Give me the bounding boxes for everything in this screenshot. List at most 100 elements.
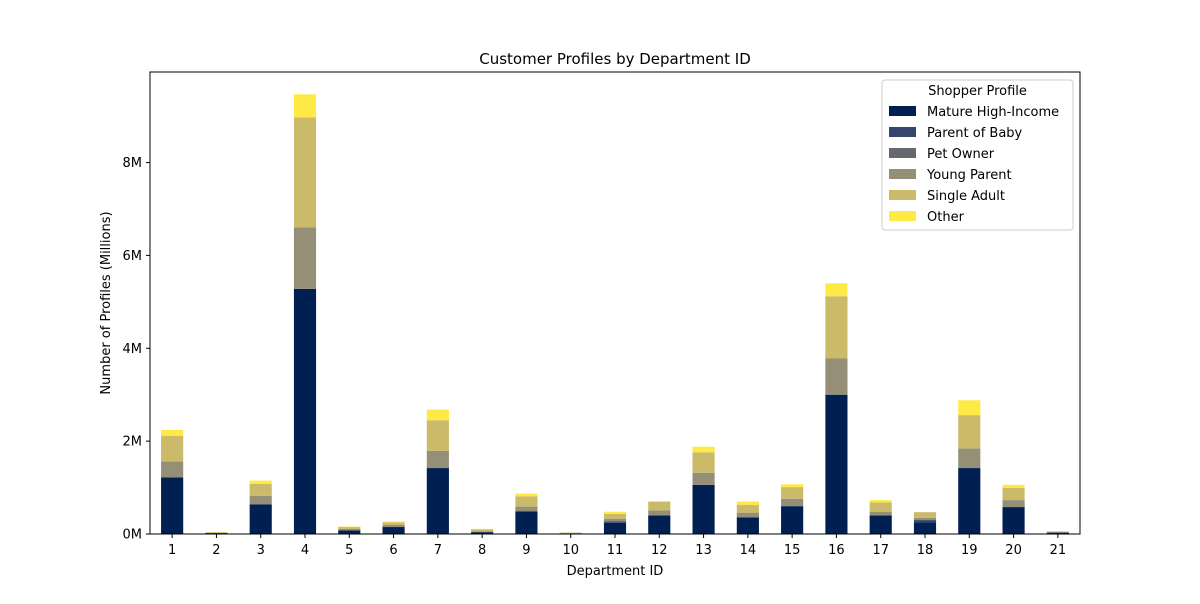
bar-segment-dept-2-series-4 — [205, 532, 227, 533]
bar-segment-dept-7-series-5 — [427, 410, 449, 421]
legend-swatch — [889, 169, 916, 179]
bar-segment-dept-1-series-0 — [161, 477, 183, 534]
bar-segment-dept-8-series-3 — [471, 531, 493, 532]
x-tick-label: 12 — [651, 543, 668, 558]
x-tick-label: 11 — [607, 543, 624, 558]
bar-segment-dept-17-series-3 — [870, 512, 892, 516]
x-tick-label: 16 — [828, 543, 845, 558]
bar-segment-dept-16-series-5 — [825, 283, 847, 296]
legend-swatch — [889, 148, 916, 158]
bar-segment-dept-16-series-4 — [825, 296, 847, 358]
bar-segment-dept-11-series-4 — [604, 514, 626, 519]
x-axis-label: Department ID — [567, 564, 664, 579]
bar-segment-dept-12-series-4 — [648, 502, 670, 510]
bar-segment-dept-1-series-5 — [161, 430, 183, 436]
bar-segment-dept-6-series-5 — [383, 521, 405, 522]
bar-segment-dept-17-series-5 — [870, 500, 892, 502]
bar-segment-dept-9-series-4 — [515, 496, 537, 506]
bar-segment-dept-19-series-0 — [958, 468, 980, 534]
bar-segment-dept-12-series-0 — [648, 515, 670, 534]
legend-label: Mature High-Income — [927, 105, 1059, 120]
bar-segment-dept-18-series-4 — [914, 512, 936, 518]
x-tick-label: 18 — [917, 543, 934, 558]
legend-label: Pet Owner — [927, 147, 995, 162]
bar-segment-dept-3-series-0 — [250, 504, 272, 534]
bar-segment-dept-8-series-4 — [471, 529, 493, 531]
legend-swatch — [889, 106, 916, 116]
bar-segment-dept-19-series-5 — [958, 400, 980, 415]
bar-segment-dept-17-series-4 — [870, 502, 892, 511]
bar-segment-dept-5-series-3 — [338, 529, 360, 530]
bar-segment-dept-14-series-5 — [737, 502, 759, 505]
x-tick-label: 15 — [784, 543, 801, 558]
bar-segment-dept-1-series-3 — [161, 462, 183, 478]
bar-segment-dept-6-series-4 — [383, 522, 405, 524]
bar-segment-dept-14-series-0 — [737, 517, 759, 534]
bar-segment-dept-3-series-3 — [250, 496, 272, 504]
x-tick-label: 4 — [301, 543, 309, 558]
x-tick-label: 3 — [257, 543, 265, 558]
bar-segment-dept-3-series-4 — [250, 484, 272, 496]
bar-segment-dept-13-series-5 — [693, 447, 715, 453]
bar-segment-dept-15-series-5 — [781, 484, 803, 487]
bar-segment-dept-9-series-0 — [515, 511, 537, 534]
x-tick-label: 14 — [740, 543, 757, 558]
bar-segment-dept-3-series-5 — [250, 481, 272, 484]
y-tick-label: 6M — [123, 249, 143, 264]
x-tick-label: 13 — [695, 543, 712, 558]
legend-label: Single Adult — [927, 189, 1005, 204]
bar-segment-dept-20-series-5 — [1003, 485, 1025, 488]
bar-segment-dept-18-series-0 — [914, 522, 936, 534]
legend-label: Parent of Baby — [927, 126, 1023, 141]
bar-segment-dept-9-series-5 — [515, 494, 537, 497]
y-tick-label: 4M — [123, 342, 143, 357]
bar-segment-dept-4-series-3 — [294, 228, 316, 289]
x-tick-label: 21 — [1050, 543, 1067, 558]
x-tick-label: 10 — [562, 543, 579, 558]
bar-segment-dept-14-series-3 — [737, 513, 759, 518]
legend-label: Young Parent — [926, 168, 1012, 183]
bar-segment-dept-5-series-4 — [338, 527, 360, 529]
bar-segment-dept-21-series-4 — [1047, 531, 1069, 532]
bar-segment-dept-20-series-0 — [1003, 507, 1025, 534]
bar-segment-dept-9-series-3 — [515, 507, 537, 512]
bar-segment-dept-5-series-0 — [338, 530, 360, 534]
x-tick-label: 7 — [434, 543, 442, 558]
bar-segment-dept-12-series-5 — [648, 501, 670, 502]
legend-swatch — [889, 211, 916, 221]
x-tick-label: 9 — [522, 543, 530, 558]
bar-segment-dept-7-series-4 — [427, 420, 449, 451]
bar-segment-dept-11-series-5 — [604, 512, 626, 514]
bar-segment-dept-18-series-3 — [914, 518, 936, 520]
bar-segment-dept-15-series-4 — [781, 487, 803, 499]
bar-segment-dept-14-series-4 — [737, 505, 759, 513]
bar-segment-dept-6-series-3 — [383, 525, 405, 527]
bar-segment-dept-4-series-5 — [294, 94, 316, 117]
x-tick-label: 19 — [961, 543, 978, 558]
bar-segment-dept-19-series-3 — [958, 449, 980, 469]
x-tick-label: 20 — [1005, 543, 1022, 558]
y-tick-label: 2M — [123, 435, 143, 450]
x-tick-label: 2 — [212, 543, 220, 558]
legend-swatch — [889, 190, 916, 200]
bar-segment-dept-20-series-3 — [1003, 500, 1025, 507]
x-tick-label: 17 — [872, 543, 889, 558]
bar-segment-dept-15-series-3 — [781, 499, 803, 506]
x-tick-label: 8 — [478, 543, 486, 558]
legend-label: Other — [927, 210, 965, 225]
bar-segment-dept-13-series-3 — [693, 473, 715, 485]
bar-segment-dept-12-series-3 — [648, 510, 670, 515]
bar-segment-dept-7-series-0 — [427, 468, 449, 534]
bar-segment-dept-16-series-3 — [825, 358, 847, 394]
legend-swatch — [889, 127, 916, 137]
bar-segment-dept-16-series-0 — [825, 395, 847, 534]
x-tick-label: 6 — [389, 543, 397, 558]
bar-segment-dept-20-series-4 — [1003, 488, 1025, 500]
bar-segment-dept-17-series-0 — [870, 515, 892, 534]
bar-segment-dept-7-series-3 — [427, 451, 449, 468]
y-tick-label: 0M — [123, 528, 143, 543]
bar-segment-dept-6-series-0 — [383, 527, 405, 534]
